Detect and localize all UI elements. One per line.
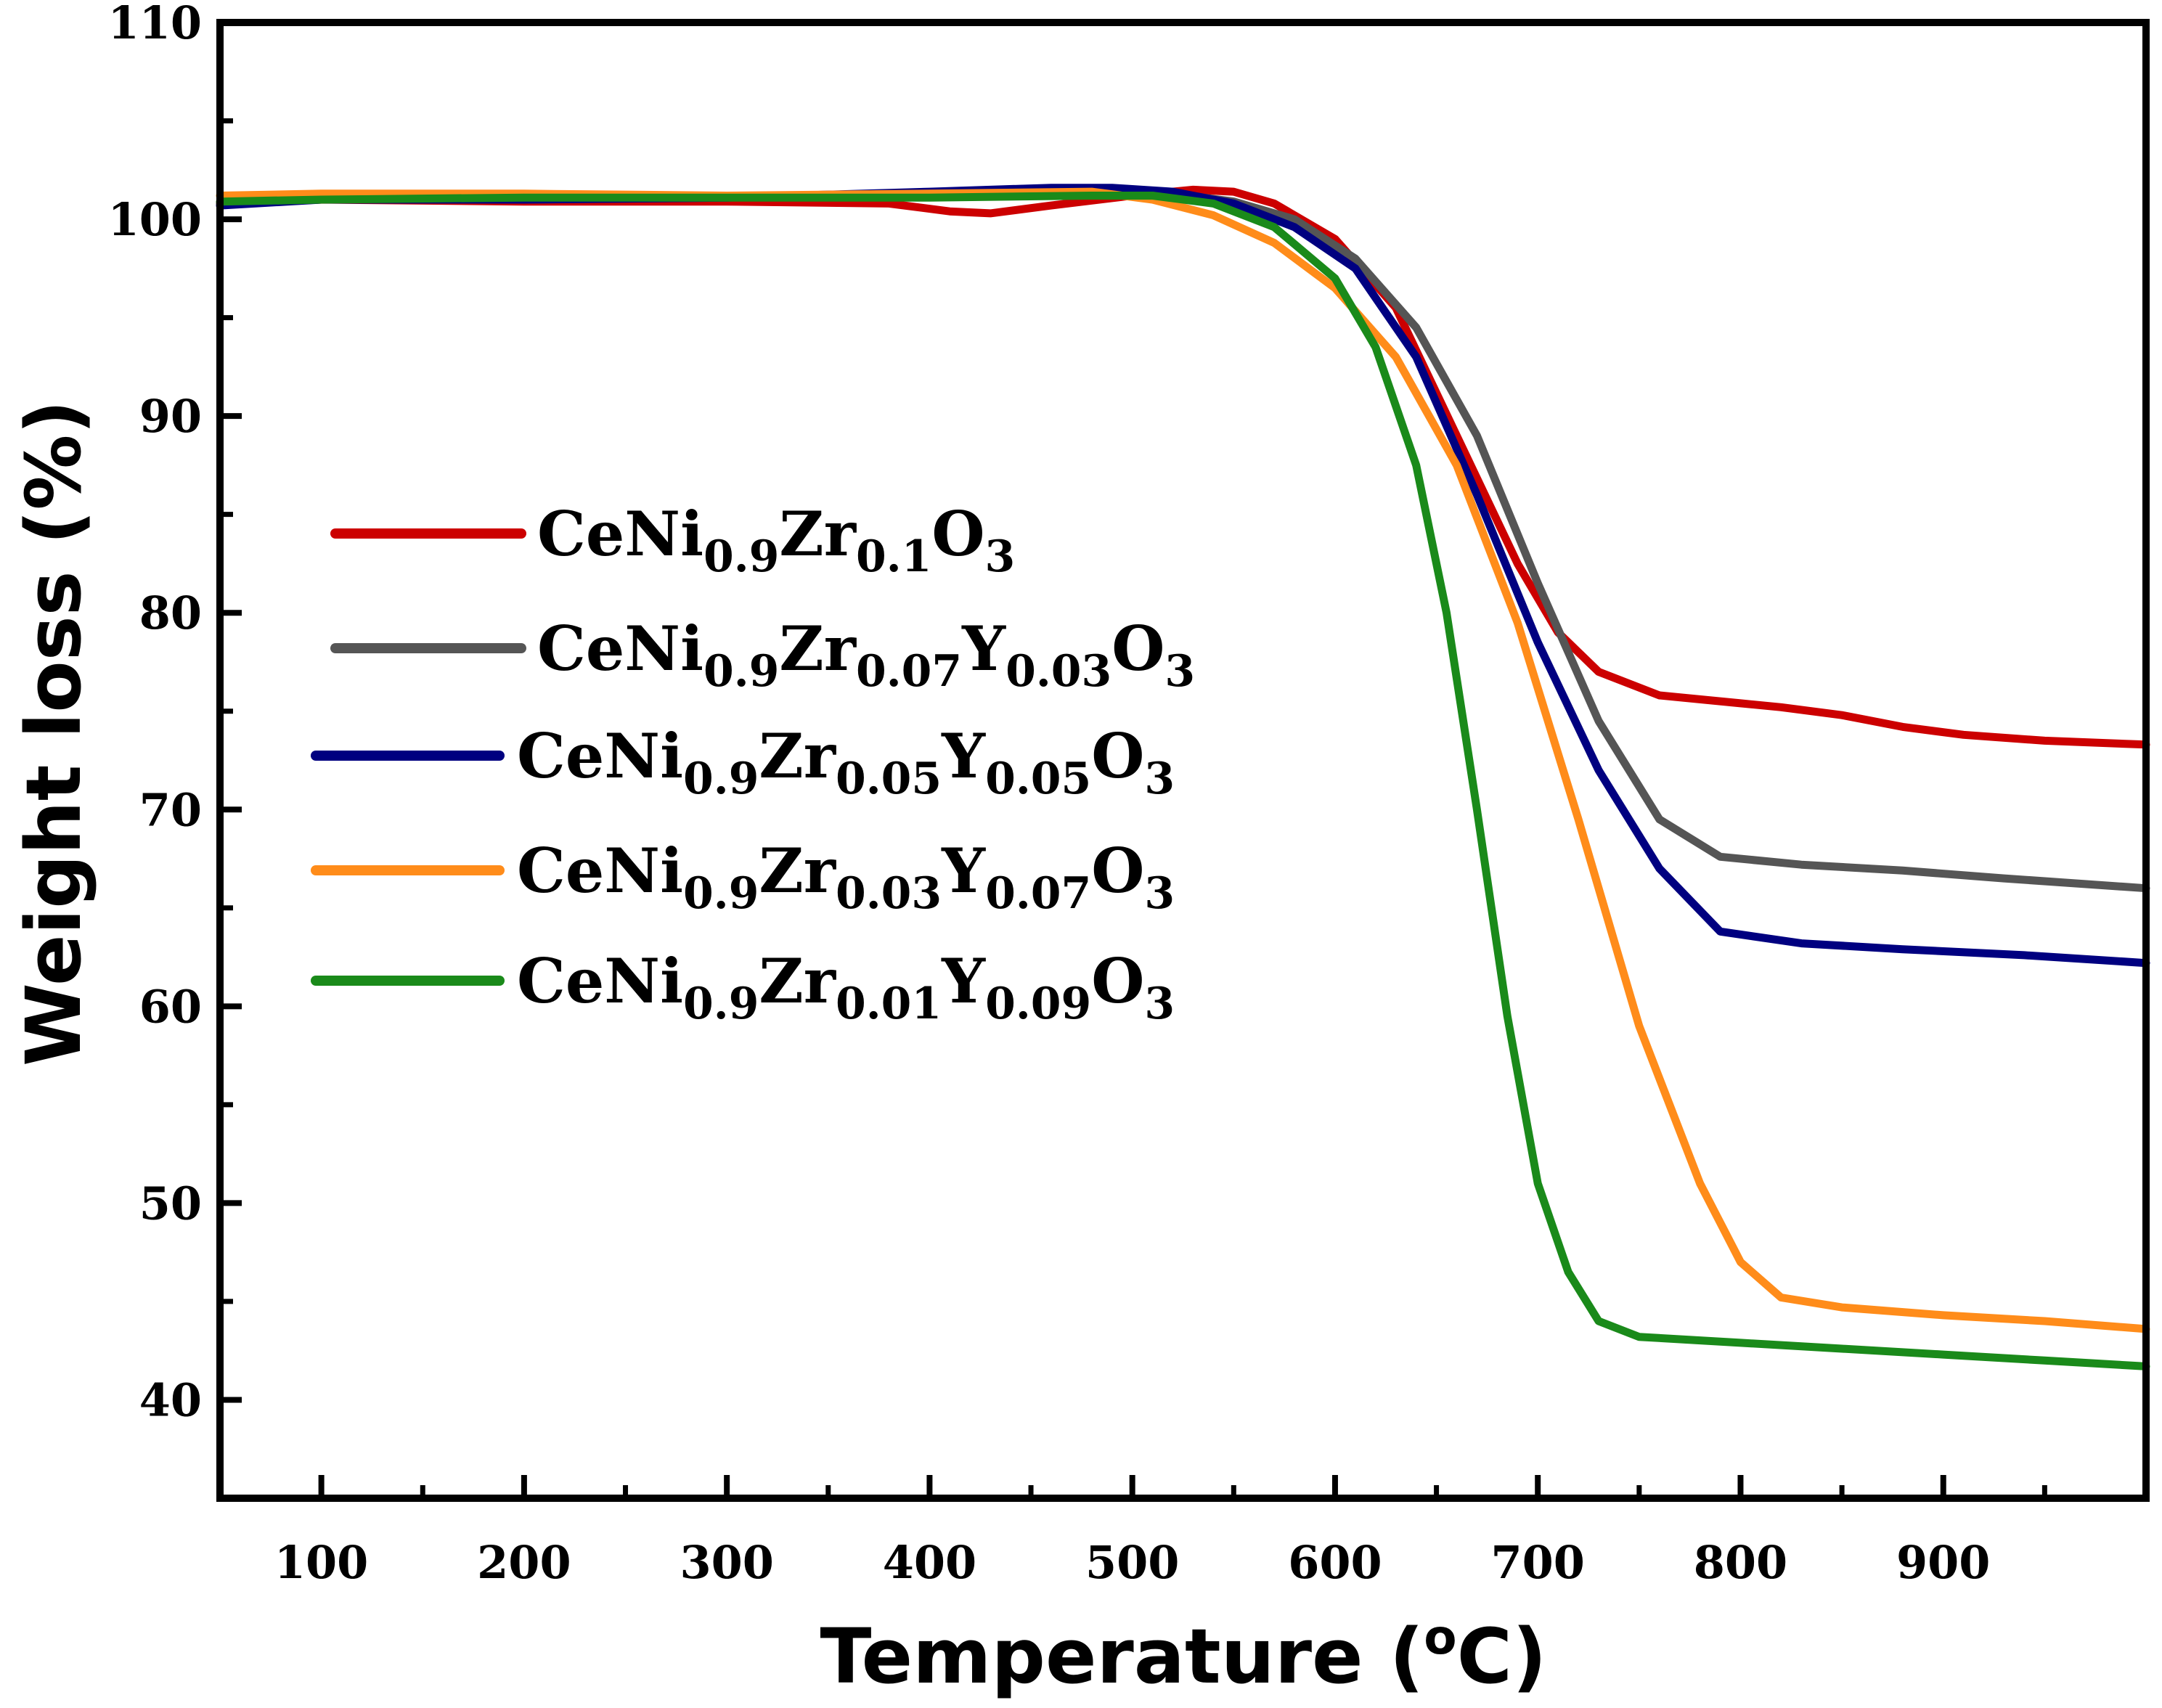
legend-label-3: CeNi0.9Zr0.05Y0.05O3 xyxy=(517,720,1175,804)
y-tick-label: 90 xyxy=(139,390,202,443)
y-tick-label: 100 xyxy=(108,193,202,246)
plot-frame xyxy=(216,19,2150,1502)
x-tick-label: 300 xyxy=(680,1536,773,1589)
legend-label-4: CeNi0.9Zr0.03Y0.07O3 xyxy=(517,835,1175,919)
x-tick-label: 700 xyxy=(1490,1536,1584,1589)
series-line-3 xyxy=(216,184,2150,968)
x-tick-label: 400 xyxy=(883,1536,976,1589)
x-axis-title: Temperature (oC) xyxy=(820,1609,1547,1701)
y-tick-label: 50 xyxy=(139,1177,202,1230)
x-tick-label: 900 xyxy=(1896,1536,1990,1589)
y-tick-label: 60 xyxy=(139,980,202,1033)
plot-area xyxy=(216,184,2150,1370)
legend-label-5: CeNi0.9Zr0.01Y0.09O3 xyxy=(517,945,1175,1029)
legend: CeNi0.9Zr0.1O3 CeNi0.9Zr0.07Y0.03O3 CeNi0.… xyxy=(311,498,1195,1029)
series-line-2 xyxy=(216,185,2150,893)
axis-ticks xyxy=(220,20,2047,1498)
x-tick-label: 500 xyxy=(1085,1536,1179,1589)
y-tick-label: 70 xyxy=(139,783,202,836)
legend-label-1: CeNi0.9Zr0.1O3 xyxy=(537,498,1015,582)
x-tick-label: 800 xyxy=(1694,1536,1787,1589)
y-tick-label: 80 xyxy=(139,587,202,640)
tick-labels: 100 200 300 400 500 600 700 800 900 40 50 60 70 80 90 1… xyxy=(108,0,1991,1589)
y-axis-title: Weight loss (%) xyxy=(9,400,98,1066)
y-tick-label: 40 xyxy=(139,1373,202,1426)
x-tick-label: 200 xyxy=(477,1536,571,1589)
x-tick-label: 600 xyxy=(1288,1536,1382,1589)
x-tick-label: 100 xyxy=(274,1536,368,1589)
y-tick-label: 110 xyxy=(108,0,202,49)
series-line-4 xyxy=(216,187,2150,1333)
legend-label-2: CeNi0.9Zr0.07Y0.03O3 xyxy=(537,613,1195,697)
series-line-5 xyxy=(216,192,2150,1370)
